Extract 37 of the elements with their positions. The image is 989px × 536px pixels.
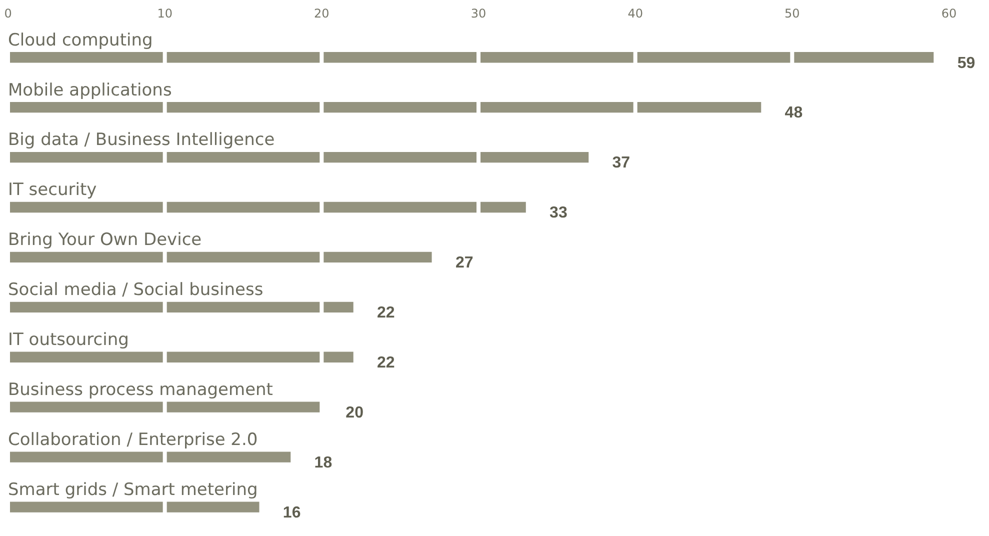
- y-tick-label: Cloud computing: [8, 30, 153, 50]
- bar: [8, 102, 762, 113]
- bar: [8, 152, 589, 163]
- x-tick-label: 40: [628, 6, 643, 20]
- y-tick-label: Bring Your Own Device: [8, 230, 202, 250]
- x-tick-label: 60: [941, 6, 957, 20]
- y-tick-label: Business process management: [8, 380, 274, 400]
- bar: [8, 202, 526, 213]
- y-tick-label: IT outsourcing: [8, 330, 129, 350]
- data-label: 59: [957, 54, 976, 72]
- data-label: 33: [550, 204, 568, 222]
- bar: [8, 402, 322, 412]
- y-tick-label: Smart grids / Smart metering: [8, 480, 258, 500]
- bar: [8, 452, 291, 462]
- bar: [8, 502, 260, 512]
- data-label: 37: [612, 154, 630, 172]
- bar: [8, 252, 432, 263]
- data-label: 27: [455, 254, 474, 272]
- x-tick-label: 0: [4, 6, 12, 20]
- y-tick-label: IT security: [8, 180, 97, 200]
- x-tick-label: 10: [157, 6, 172, 20]
- bar: [8, 302, 354, 313]
- data-label: 22: [377, 354, 395, 372]
- data-label: 22: [377, 304, 395, 322]
- y-tick-label: Social media / Social business: [8, 280, 264, 300]
- x-tick-label: 30: [470, 6, 486, 20]
- y-tick-label: Big data / Business Intelligence: [8, 130, 275, 150]
- x-tick-label: 50: [784, 6, 800, 20]
- data-label: 20: [346, 404, 364, 422]
- y-tick-label: Collaboration / Enterprise 2.0: [8, 430, 258, 450]
- y-tick-label: Mobile applications: [8, 80, 172, 100]
- data-label: 18: [314, 454, 332, 472]
- bar: [8, 52, 934, 63]
- bar: [8, 352, 354, 362]
- data-label: 48: [784, 104, 803, 122]
- x-tick-label: 20: [314, 6, 330, 20]
- data-label: 16: [282, 504, 301, 522]
